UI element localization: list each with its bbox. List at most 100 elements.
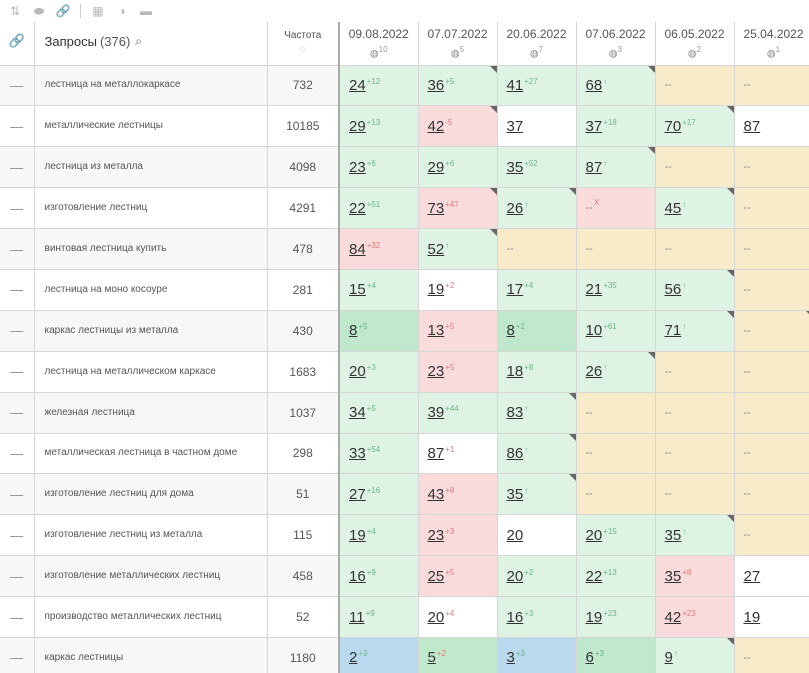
position-value[interactable]: 20 — [506, 526, 524, 544]
position-value[interactable]: 19 — [427, 281, 445, 299]
position-value[interactable]: 34 — [349, 404, 366, 422]
position-value[interactable]: 36 — [427, 76, 445, 94]
queries-column-header[interactable]: Запросы (376) ⌕ — [34, 22, 268, 66]
position-value[interactable]: 23 — [349, 158, 366, 176]
position-value[interactable]: 19 — [349, 526, 366, 544]
position-value[interactable]: 27 — [349, 485, 366, 503]
row-collapse-icon[interactable]: — — [0, 514, 35, 557]
position-value[interactable]: 20 — [427, 608, 445, 626]
position-value[interactable]: 27 — [743, 567, 761, 585]
position-cell[interactable]: 36+5 — [418, 65, 498, 107]
position-cell[interactable]: 25+5 — [418, 555, 498, 598]
position-value[interactable]: 70 — [664, 117, 682, 135]
position-cell[interactable]: 71↑ — [655, 310, 735, 352]
position-cell[interactable]: -- — [734, 473, 809, 516]
position-value[interactable]: 19 — [743, 608, 761, 626]
search-icon[interactable]: ⌕ — [135, 34, 143, 48]
position-cell[interactable]: 35+8 — [655, 555, 735, 598]
position-cell[interactable]: 33+54 — [339, 433, 419, 475]
position-cell[interactable]: -- — [734, 65, 809, 107]
position-cell[interactable]: -- — [576, 228, 656, 270]
row-collapse-icon[interactable]: — — [0, 228, 35, 270]
position-cell[interactable]: 39+44 — [418, 392, 498, 434]
position-value[interactable]: 20 — [506, 567, 524, 585]
position-cell[interactable]: -- — [734, 269, 809, 311]
position-cell[interactable]: -- — [655, 146, 735, 189]
position-cell[interactable]: 84+32 — [339, 228, 419, 270]
position-cell[interactable]: -- — [655, 351, 735, 393]
position-value[interactable]: 35 — [664, 567, 682, 585]
position-cell[interactable]: 35↑ — [497, 473, 577, 516]
row-collapse-icon[interactable]: — — [0, 473, 35, 516]
position-value[interactable]: 20 — [349, 363, 366, 381]
date-column-header[interactable]: 25.04.2022 ◍1 — [734, 22, 809, 66]
position-cell[interactable]: 18+8 — [497, 351, 577, 393]
position-cell[interactable]: 73+47 — [418, 187, 498, 230]
position-cell[interactable]: 87+1 — [418, 433, 498, 475]
position-value[interactable]: 83 — [506, 404, 524, 422]
position-cell[interactable]: -- — [655, 473, 735, 516]
row-collapse-icon[interactable]: — — [0, 105, 35, 148]
position-cell[interactable]: -- — [734, 637, 809, 673]
position-cell[interactable]: -- — [655, 65, 735, 107]
position-value[interactable]: 15 — [349, 281, 366, 299]
position-cell[interactable]: 5+2 — [418, 637, 498, 673]
position-cell[interactable]: -- — [734, 310, 809, 352]
position-value[interactable]: 8 — [349, 322, 358, 340]
position-value[interactable]: 5 — [427, 649, 436, 667]
link-column-header[interactable]: 🔗 — [0, 22, 35, 66]
position-value[interactable]: 35 — [506, 158, 524, 176]
position-value[interactable]: 21 — [585, 281, 603, 299]
position-value[interactable]: 17 — [506, 281, 524, 299]
position-value[interactable]: 20 — [585, 526, 603, 544]
position-cell[interactable]: --X — [576, 187, 656, 230]
position-value[interactable]: 71 — [664, 322, 682, 340]
position-cell[interactable]: 45↑ — [655, 187, 735, 230]
frequency-settings-icon[interactable]: ◌ — [299, 44, 306, 55]
position-cell[interactable]: -- — [734, 146, 809, 189]
position-cell[interactable]: 13+5 — [418, 310, 498, 352]
position-value[interactable]: 3 — [506, 649, 515, 667]
position-value[interactable]: 11 — [349, 608, 365, 626]
position-value[interactable]: 73 — [427, 199, 445, 217]
position-value[interactable]: 37 — [585, 117, 603, 135]
row-collapse-icon[interactable]: — — [0, 65, 35, 107]
position-cell[interactable]: 9↑ — [655, 637, 735, 673]
position-value[interactable]: 43 — [427, 485, 445, 503]
position-cell[interactable]: 83↑ — [497, 392, 577, 434]
position-cell[interactable]: 26↑ — [497, 187, 577, 230]
position-cell[interactable]: 19+23 — [576, 596, 656, 638]
position-value[interactable]: 23 — [427, 526, 445, 544]
link-icon[interactable]: 🔗 — [55, 4, 71, 18]
position-cell[interactable]: 19+4 — [339, 514, 419, 557]
position-cell[interactable]: -- — [734, 392, 809, 434]
position-value[interactable]: 29 — [427, 158, 445, 176]
position-cell[interactable]: 20+4 — [418, 596, 498, 638]
date-column-header[interactable]: 07.06.2022 ◍3 — [576, 22, 656, 66]
row-collapse-icon[interactable]: — — [0, 351, 35, 393]
row-collapse-icon[interactable]: — — [0, 555, 35, 598]
position-cell[interactable]: 3+3 — [497, 637, 577, 673]
position-value[interactable]: 42 — [427, 117, 445, 135]
position-cell[interactable]: 10+61 — [576, 310, 656, 352]
position-value[interactable]: 23 — [427, 363, 445, 381]
position-cell[interactable]: 20+15 — [576, 514, 656, 557]
position-cell[interactable]: 68↑ — [576, 65, 656, 107]
position-cell[interactable]: 37 — [497, 105, 577, 148]
position-value[interactable]: 29 — [349, 117, 366, 135]
position-cell[interactable]: 19 — [734, 596, 809, 638]
position-cell[interactable]: -- — [734, 433, 809, 475]
position-cell[interactable]: 26↑ — [576, 351, 656, 393]
position-cell[interactable]: 8+5 — [339, 310, 419, 352]
folder-icon[interactable]: ▬ — [140, 4, 152, 18]
row-collapse-icon[interactable]: — — [0, 269, 35, 311]
position-cell[interactable]: 11+9 — [339, 596, 419, 638]
position-value[interactable]: 6 — [585, 649, 594, 667]
position-cell[interactable]: 86↑ — [497, 433, 577, 475]
position-cell[interactable]: 70+17 — [655, 105, 735, 148]
position-cell[interactable]: -- — [734, 228, 809, 270]
row-collapse-icon[interactable]: — — [0, 392, 35, 434]
position-value[interactable]: 26 — [585, 363, 603, 381]
position-value[interactable]: 13 — [427, 322, 445, 340]
position-cell[interactable]: 23+5 — [418, 351, 498, 393]
